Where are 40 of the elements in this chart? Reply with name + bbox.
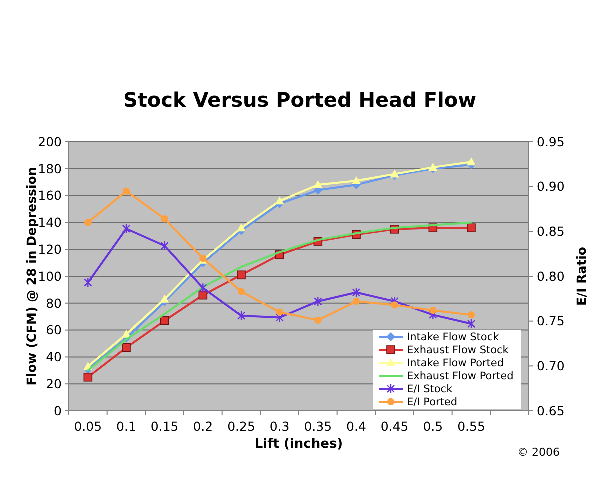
y-tick-label: 80 — [46, 296, 62, 311]
y-axis-title: Flow (CFM) @ 28 in Depression — [24, 167, 39, 386]
x-tick-label: 0.25 — [228, 419, 256, 434]
chart-title: Stock Versus Ported Head Flow — [123, 88, 477, 112]
y-tick-label: 200 — [38, 134, 62, 150]
y2-tick-label: 0.75 — [537, 314, 565, 329]
y-tick-label: 40 — [46, 350, 62, 365]
legend-label: Exhaust Flow Stock — [407, 344, 510, 357]
y2-tick-label: 0.70 — [537, 358, 565, 374]
x-tick-label: 0.45 — [380, 419, 409, 434]
legend-label: E/I Ported — [407, 396, 458, 409]
y-tick-label: 180 — [38, 161, 62, 176]
y-tick-label: 160 — [38, 188, 62, 204]
y2-axis-title: E/I Ratio — [574, 246, 589, 306]
y-tick-label: 120 — [38, 242, 62, 257]
y2-tick-label: 0.65 — [537, 403, 565, 418]
x-tick-label: 0.5 — [423, 419, 444, 434]
x-tick-label: 0.1 — [116, 419, 136, 434]
legend-label: Intake Flow Stock — [407, 332, 500, 344]
y2-tick-label: 0.85 — [537, 224, 565, 240]
x-tick-label: 0.55 — [458, 419, 486, 434]
x-tick-label: 0.3 — [270, 419, 290, 434]
y2-tick-label: 0.80 — [537, 268, 565, 284]
x-axis-title: Lift (inches) — [254, 437, 344, 452]
x-tick-label: 0.2 — [193, 419, 214, 434]
y2-tick-label: 0.95 — [537, 134, 565, 150]
text: © 2006 — [518, 446, 560, 459]
y-tick-label: 100 — [38, 268, 62, 284]
y-tick-label: 0 — [54, 403, 62, 418]
y-tick-label: 140 — [38, 215, 62, 230]
legend-label: E/I Stock — [407, 384, 454, 396]
x-tick-label: 0.15 — [150, 419, 179, 434]
x-tick-label: 0.35 — [304, 419, 332, 434]
y-tick-label: 20 — [46, 376, 62, 392]
y-tick-label: 60 — [46, 322, 62, 338]
y2-tick-label: 0.90 — [537, 179, 565, 194]
x-tick-label: 0.4 — [346, 419, 366, 434]
legend-label: Intake Flow Ported — [407, 358, 504, 370]
legend-label: Exhaust Flow Ported — [407, 370, 514, 383]
x-tick-label: 0.05 — [74, 419, 102, 434]
